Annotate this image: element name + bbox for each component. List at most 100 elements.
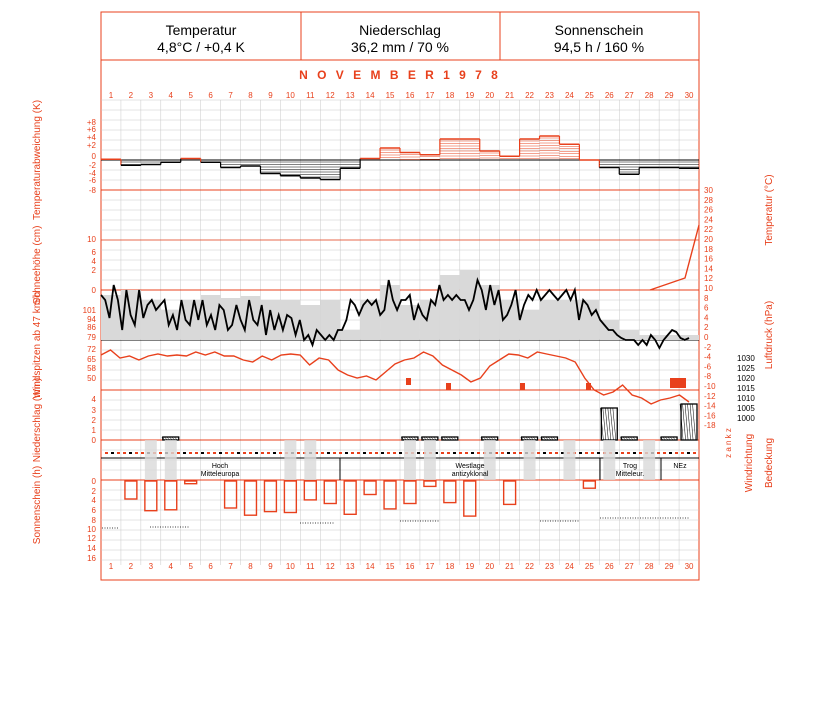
precip-hatch <box>420 436 425 441</box>
cloud-cover-shade <box>304 440 317 480</box>
sunshine-bar <box>283 480 298 514</box>
sunshine-bar <box>443 480 457 504</box>
ylabel-temp-anomaly: Temperaturabweichung (K) <box>32 100 43 220</box>
sunshine-tick: 14 <box>87 544 96 553</box>
day-number-top: 10 <box>286 91 295 100</box>
wind-tick: 50 <box>87 374 96 383</box>
temp-right-tick: 8 <box>704 294 709 303</box>
day-number-bottom: 18 <box>445 562 454 571</box>
precip-hatch <box>480 436 484 441</box>
day-number-bottom: 9 <box>268 562 273 571</box>
temp-right-tick: -12 <box>704 392 716 401</box>
wind-direction-dot <box>687 452 690 454</box>
wind-direction-dot <box>273 452 276 454</box>
precip-tick: 1 <box>92 426 97 435</box>
day-number-bottom: 27 <box>625 562 634 571</box>
precip-hatch <box>669 436 674 441</box>
precip-hatch <box>607 407 612 441</box>
sunshine-bar <box>184 480 198 485</box>
wind-direction-dot <box>321 452 324 454</box>
precip-hatch <box>682 403 686 441</box>
wind-tick: 58 <box>87 364 96 373</box>
day-number-bottom: 5 <box>188 562 193 571</box>
pressure-shade <box>160 310 181 340</box>
wind-direction-dot <box>141 452 144 454</box>
snow-tick: 6 <box>92 248 97 257</box>
wind-direction-dot <box>249 452 252 454</box>
day-number-bottom: 21 <box>505 562 514 571</box>
day-number-top: 13 <box>346 91 355 100</box>
precip-hatch <box>413 436 417 441</box>
precip-hatch <box>527 436 532 441</box>
day-number-bottom: 28 <box>645 562 654 571</box>
wind-direction-dot <box>207 452 210 454</box>
snow-tick: 0 <box>92 286 97 295</box>
pressure-shade <box>320 300 341 340</box>
precip-hatch <box>400 436 405 441</box>
cloud-cover-shade <box>603 440 616 480</box>
sunshine-bar <box>463 480 477 517</box>
wind-direction-dot <box>237 452 240 454</box>
wind-direction-dot <box>189 452 192 454</box>
ylabel-wind-direction: Windrichtung <box>744 434 755 492</box>
precip-hatch <box>403 436 407 441</box>
pressure-shade <box>439 275 460 340</box>
temp-right-tick: -8 <box>704 372 712 381</box>
wx-type-sublabel: antizyklonal <box>452 471 489 478</box>
sunshine-tick: 8 <box>92 516 97 525</box>
wind-direction-dot <box>465 452 468 454</box>
wind-tick: 72 <box>87 345 96 354</box>
temp-right-tick: 22 <box>704 225 713 234</box>
sunshine-tick: 16 <box>87 554 96 563</box>
wind-key: z a n k z <box>724 428 733 458</box>
day-number-top: 17 <box>425 91 434 100</box>
temp-right-tick: 14 <box>704 264 713 273</box>
day-number-top: 9 <box>268 91 273 100</box>
precip-tick: 2 <box>92 416 97 425</box>
wind-direction-dot <box>213 452 216 454</box>
ylabel-wind: Windspitzen ab 47 km/h <box>32 292 43 399</box>
header-precip-value: 36,2 mm / 70 % <box>351 39 449 55</box>
temp-right-tick: 26 <box>704 206 713 215</box>
header-sun-title: Sonnenschein <box>555 22 644 38</box>
wind-direction-dot <box>453 452 456 454</box>
sunshine-bar <box>223 480 238 509</box>
pressure-shade <box>360 300 381 340</box>
wind-direction-dot <box>495 452 498 454</box>
temp-right-tick: 20 <box>704 235 713 244</box>
cloud-cover-shade <box>523 440 536 480</box>
temperature-line <box>100 276 690 350</box>
wind-direction-dot <box>105 452 108 454</box>
day-number-bottom: 29 <box>665 562 674 571</box>
temp-right-tick: -4 <box>704 353 712 362</box>
wind-direction-dot <box>195 452 198 454</box>
day-number-top: 5 <box>188 91 193 100</box>
wind-direction-dot <box>459 452 462 454</box>
precip-bar <box>441 436 459 441</box>
wind-direction-dot <box>243 452 246 454</box>
day-number-top: 16 <box>406 91 415 100</box>
wx-type-sublabel: Mitteleuropa <box>201 471 240 478</box>
wind-direction-dot <box>111 452 114 454</box>
day-number-top: 24 <box>565 91 574 100</box>
temp-right-tick: 28 <box>704 196 713 205</box>
wind-direction-dot <box>579 452 582 454</box>
day-number-bottom: 30 <box>685 562 694 571</box>
precip-hatch <box>520 436 524 441</box>
wind-direction-dot <box>219 452 222 454</box>
precip-bar <box>660 436 678 441</box>
precip-hatch <box>602 407 607 441</box>
day-number-bottom: 3 <box>149 562 154 571</box>
temp-right-tick: -10 <box>704 382 716 391</box>
day-number-top: 1 <box>109 91 114 100</box>
pressure-shade <box>519 310 540 340</box>
pressure-shade <box>280 300 301 340</box>
precip-hatch <box>161 436 165 441</box>
precip-hatch <box>632 436 636 441</box>
precip-hatch <box>620 436 624 441</box>
day-number-top: 4 <box>169 91 174 100</box>
temp-right-tick: 10 <box>704 284 713 293</box>
precip-hatch <box>164 436 168 441</box>
day-number-bottom: 12 <box>326 562 335 571</box>
pressure-shade <box>619 330 640 340</box>
